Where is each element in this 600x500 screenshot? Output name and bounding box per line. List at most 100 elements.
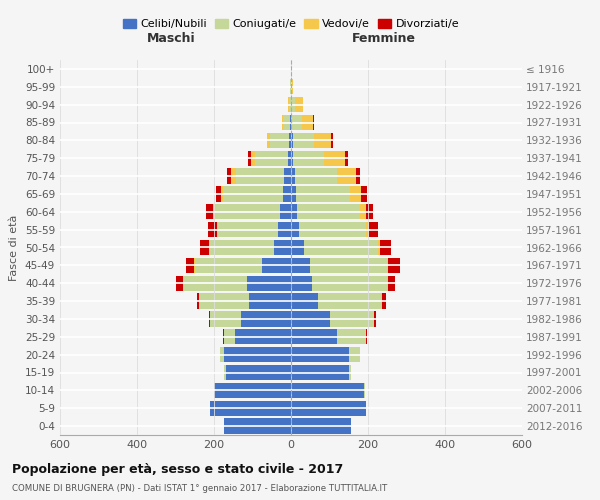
- Bar: [200, 240, 209, 255]
- Bar: [236, 168, 284, 184]
- Bar: [291, 240, 304, 255]
- Bar: [366, 222, 369, 237]
- Bar: [283, 186, 291, 202]
- Bar: [251, 150, 255, 166]
- Bar: [345, 150, 348, 166]
- Bar: [318, 294, 382, 308]
- Bar: [291, 276, 312, 291]
- Bar: [329, 312, 374, 326]
- Bar: [366, 329, 367, 344]
- Bar: [195, 258, 262, 273]
- Bar: [290, 115, 291, 130]
- Bar: [291, 204, 297, 220]
- Bar: [226, 365, 291, 380]
- Bar: [299, 222, 366, 237]
- Bar: [349, 365, 350, 380]
- Bar: [291, 168, 295, 184]
- Bar: [206, 204, 213, 220]
- Bar: [297, 204, 360, 220]
- Bar: [293, 150, 324, 166]
- Bar: [291, 186, 296, 202]
- Bar: [267, 133, 270, 148]
- Bar: [248, 294, 291, 308]
- Bar: [291, 115, 292, 130]
- Bar: [278, 222, 291, 237]
- Bar: [209, 312, 210, 326]
- Bar: [282, 115, 283, 130]
- Bar: [292, 115, 302, 130]
- Bar: [223, 186, 283, 202]
- Bar: [314, 133, 331, 148]
- Bar: [291, 79, 292, 94]
- Bar: [291, 97, 292, 112]
- Bar: [291, 400, 366, 416]
- Bar: [292, 97, 295, 112]
- Bar: [208, 222, 217, 237]
- Bar: [293, 133, 314, 148]
- Bar: [289, 97, 291, 112]
- Bar: [227, 168, 232, 184]
- Bar: [388, 258, 400, 273]
- Bar: [356, 168, 360, 184]
- Bar: [197, 294, 199, 308]
- Bar: [291, 347, 349, 362]
- Bar: [291, 258, 310, 273]
- Bar: [377, 240, 380, 255]
- Bar: [380, 240, 391, 255]
- Bar: [331, 133, 333, 148]
- Bar: [291, 312, 329, 326]
- Bar: [241, 312, 291, 326]
- Bar: [296, 186, 350, 202]
- Text: Maschi: Maschi: [146, 32, 195, 45]
- Bar: [288, 150, 291, 166]
- Bar: [361, 186, 367, 202]
- Bar: [217, 186, 221, 202]
- Bar: [387, 276, 388, 291]
- Bar: [337, 168, 356, 184]
- Bar: [366, 204, 373, 220]
- Bar: [291, 294, 318, 308]
- Bar: [213, 204, 215, 220]
- Bar: [304, 240, 377, 255]
- Bar: [291, 418, 350, 434]
- Bar: [310, 258, 387, 273]
- Bar: [218, 222, 278, 237]
- Bar: [295, 97, 302, 112]
- Bar: [224, 347, 291, 362]
- Bar: [270, 133, 289, 148]
- Bar: [290, 79, 291, 94]
- Bar: [221, 186, 223, 202]
- Bar: [224, 365, 226, 380]
- Bar: [232, 168, 236, 184]
- Bar: [312, 276, 387, 291]
- Bar: [217, 222, 218, 237]
- Text: COMUNE DI BRUGNERA (PN) - Dati ISTAT 1° gennaio 2017 - Elaborazione TUTTITALIA.I: COMUNE DI BRUGNERA (PN) - Dati ISTAT 1° …: [12, 484, 387, 493]
- Bar: [247, 276, 291, 291]
- Text: Popolazione per età, sesso e stato civile - 2017: Popolazione per età, sesso e stato civil…: [12, 462, 343, 475]
- Bar: [255, 150, 288, 166]
- Bar: [291, 329, 337, 344]
- Bar: [291, 222, 299, 237]
- Bar: [183, 276, 247, 291]
- Bar: [176, 276, 183, 291]
- Text: Femmine: Femmine: [352, 32, 415, 45]
- Bar: [289, 133, 291, 148]
- Bar: [295, 168, 337, 184]
- Bar: [194, 258, 195, 273]
- Bar: [224, 329, 235, 344]
- Bar: [292, 79, 293, 94]
- Bar: [291, 150, 293, 166]
- Bar: [214, 383, 291, 398]
- Bar: [382, 294, 386, 308]
- Legend: Celibi/Nubili, Coniugati/e, Vedovi/e, Divorziati/e: Celibi/Nubili, Coniugati/e, Vedovi/e, Di…: [121, 17, 461, 32]
- Bar: [220, 347, 224, 362]
- Bar: [280, 204, 291, 220]
- Bar: [215, 204, 280, 220]
- Bar: [291, 133, 293, 148]
- Bar: [199, 294, 248, 308]
- Bar: [283, 115, 290, 130]
- Y-axis label: Fasce di età: Fasce di età: [10, 214, 19, 280]
- Bar: [364, 383, 365, 398]
- Bar: [291, 383, 364, 398]
- Bar: [248, 150, 251, 166]
